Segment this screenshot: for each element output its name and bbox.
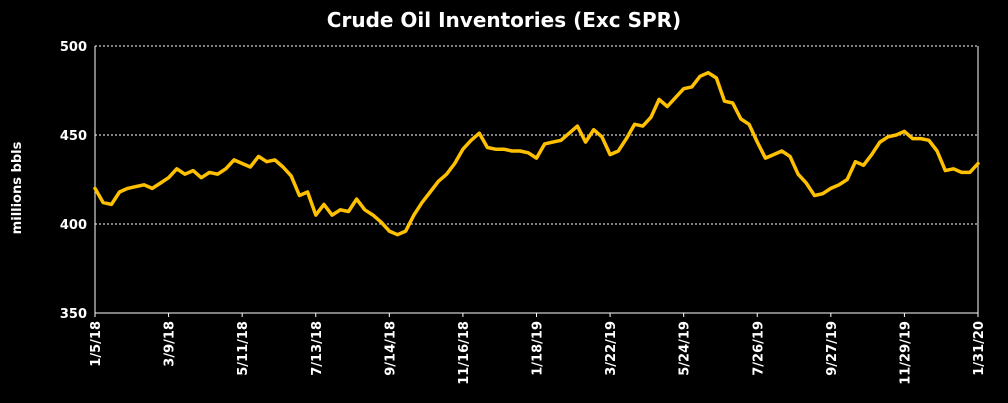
x-tick-label: 5/11/18 xyxy=(236,321,251,376)
x-tick-label: 3/9/18 xyxy=(163,321,178,367)
x-tick-label: 3/22/19 xyxy=(604,321,619,376)
y-tick-label: 500 xyxy=(60,40,87,55)
x-tick-label: 1/18/19 xyxy=(531,321,546,376)
x-tick-label: 11/16/18 xyxy=(457,321,472,385)
x-tick-label: 5/24/19 xyxy=(678,321,693,376)
chart-title: Crude Oil Inventories (Exc SPR) xyxy=(326,8,682,32)
y-tick-label: 400 xyxy=(60,218,87,233)
y-tick-label: 450 xyxy=(60,129,87,144)
inventory-series-line xyxy=(93,70,980,237)
x-tick-label: 7/13/18 xyxy=(310,321,325,376)
x-tick-label: 11/29/19 xyxy=(898,321,913,385)
x-tick-label: 7/26/19 xyxy=(751,321,766,376)
x-tick-label: 9/14/18 xyxy=(383,321,398,376)
x-tick-label: 1/5/18 xyxy=(89,321,104,367)
x-tick-label: 1/31/20 xyxy=(972,321,987,376)
y-tick-label: 350 xyxy=(60,307,87,322)
x-tick-label: 9/27/19 xyxy=(825,321,840,376)
